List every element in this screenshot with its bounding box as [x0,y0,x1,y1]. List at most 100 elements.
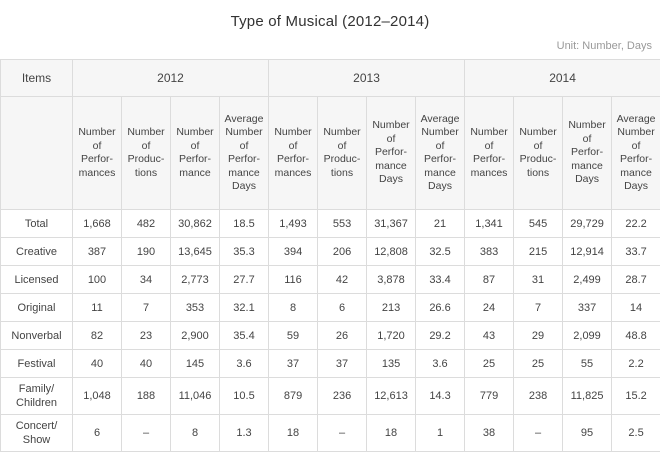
table-cell: 35.3 [218,237,270,266]
table-cell: 55 [562,349,613,378]
page-title: Type of Musical (2012–2014) [230,13,430,30]
column-header: Number of Produc- tions [121,96,171,210]
table-cell: 31 [513,265,564,294]
table-cell: 779 [464,377,515,415]
table-cell: 1,341 [464,209,515,238]
table-cell: 11,046 [170,377,220,415]
table-cell: 100 [72,265,122,294]
table-cell: 12,808 [366,237,417,266]
table-cell: 145 [170,349,220,378]
table-cell: 37 [317,349,368,378]
table-header: Items 2012 2013 2014 Number of Perfor- m… [0,59,660,210]
table-cell: 1,720 [366,321,417,350]
column-header: Number of Perfor- mance Days [366,96,417,210]
table-cell: 37 [268,349,319,378]
table-cell: 236 [317,377,368,415]
table-cell: 26.6 [415,293,466,322]
table-cell: 24 [464,293,515,322]
table-row: Festival 40 40 145 3.6 37 37 135 3.6 25 25 55 2.2 [0,349,660,378]
table-cell: 10.5 [218,377,270,415]
table-cell: 14 [611,293,660,322]
table-cell: 11 [72,293,122,322]
table-cell: 35.4 [218,321,270,350]
table-cell: 95 [562,414,613,452]
table-cell: 13,645 [170,237,220,266]
table-cell: 387 [72,237,122,266]
table-cell: 32.5 [415,237,466,266]
table-cell: 33.4 [415,265,466,294]
table-cell: 23 [121,321,171,350]
table-cell: 394 [268,237,319,266]
table-cell: 8 [170,414,220,452]
table-cell: 353 [170,293,220,322]
column-header: Average Number of Perfor- mance Days [611,96,660,210]
table-cell: 18.5 [218,209,270,238]
table-cell: 42 [317,265,368,294]
year-header-2013: 2013 [268,59,466,97]
row-label: Licensed [0,265,73,294]
table-cell: 135 [366,349,417,378]
table-cell: 31,367 [366,209,417,238]
table-cell: 7 [513,293,564,322]
column-header: Average Number of Perfor- mance Days [218,96,270,210]
table-cell: 1.3 [218,414,270,452]
table-cell: 40 [121,349,171,378]
table-cell: 238 [513,377,564,415]
table-cell: – [513,414,564,452]
table-cell: 337 [562,293,613,322]
sub-header-row: Number of Perfor- mances Number of Produ… [0,96,660,210]
table-cell: 27.7 [218,265,270,294]
year-header-2012: 2012 [71,59,270,97]
column-header: Number of Produc- tions [317,96,368,210]
row-label: Festival [0,349,73,378]
table-cell: 2,099 [562,321,613,350]
table-cell: 33.7 [611,237,660,266]
table-row: Original 11 7 353 32.1 8 6 213 26.6 24 7 337 14 [0,293,660,322]
items-subheader-spacer [0,96,73,210]
table-row: Family/ Children 1,048 188 11,046 10.5 879 236… [0,377,660,415]
table-cell: 545 [513,209,564,238]
table-cell: 190 [121,237,171,266]
table-cell: 6 [72,414,122,452]
column-header: Number of Perfor- mance [170,96,220,210]
table-cell: 2.5 [611,414,660,452]
column-header: Number of Produc- tions [513,96,564,210]
table-cell: 21 [415,209,466,238]
table-row: Concert/ Show 6–8 1.3 18–18 1 38–95 2.5 [0,414,660,452]
table-cell: 1,493 [268,209,319,238]
table-cell: 28.7 [611,265,660,294]
table-cell: 2.2 [611,349,660,378]
table-cell: 25 [513,349,564,378]
row-label: Original [0,293,73,322]
table-cell: 12,914 [562,237,613,266]
table-cell: 215 [513,237,564,266]
table-cell: 15.2 [611,377,660,415]
table-cell: 116 [268,265,319,294]
table-cell: 26 [317,321,368,350]
table-cell: 7 [121,293,171,322]
table-cell: 48.8 [611,321,660,350]
table-cell: 11,825 [562,377,613,415]
table-cell: 38 [464,414,515,452]
table-row: Licensed 100 34 2,773 27.7 116 42 3,878 33.4 87 31… [0,265,660,294]
table-cell: 22.2 [611,209,660,238]
table-cell: 188 [121,377,171,415]
table-cell: 6 [317,293,368,322]
table-cell: 8 [268,293,319,322]
year-header-row: Items 2012 2013 2014 [0,59,660,97]
table-cell: 30,862 [170,209,220,238]
table-cell: 3.6 [415,349,466,378]
table-cell: 18 [366,414,417,452]
table-cell: 1,048 [72,377,122,415]
table-cell: 879 [268,377,319,415]
table-cell: 82 [72,321,122,350]
table-cell: 383 [464,237,515,266]
unit-label: Unit: Number, Days [556,40,652,52]
table-row: Nonverbal 82 23 2,900 35.4 59 26 1,720 29.2 43 29 2… [0,321,660,350]
table-cell: 2,499 [562,265,613,294]
table-cell: 3.6 [218,349,270,378]
table-cell: 12,613 [366,377,417,415]
musical-type-table: Items 2012 2013 2014 Number of Perfor- m… [0,59,660,452]
table-cell: 43 [464,321,515,350]
table-cell: 18 [268,414,319,452]
